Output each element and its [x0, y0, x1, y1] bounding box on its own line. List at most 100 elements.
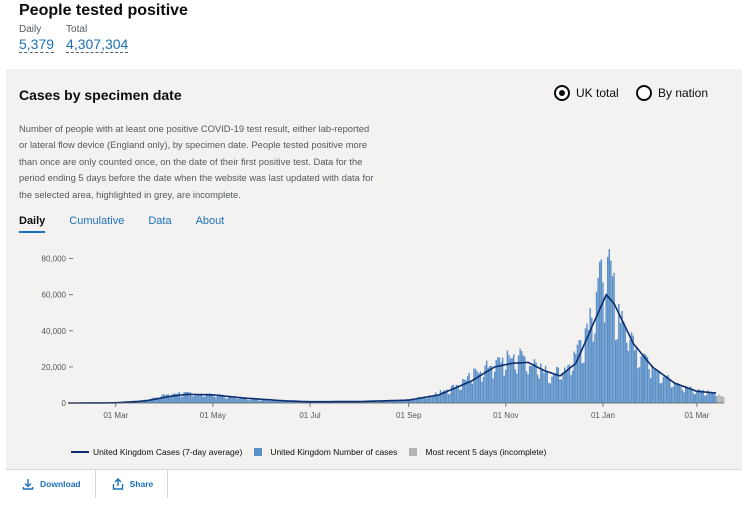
chart-bar[interactable] — [681, 390, 684, 403]
chart-bar[interactable] — [457, 385, 459, 403]
chart-bar[interactable] — [229, 395, 232, 403]
chart-bar[interactable] — [371, 401, 373, 403]
chart-bar[interactable] — [575, 353, 577, 403]
chart-bar[interactable] — [188, 392, 190, 403]
chart-bar[interactable] — [573, 351, 575, 403]
radio-by-nation[interactable]: By nation — [636, 85, 708, 101]
chart-bar[interactable] — [237, 398, 240, 403]
chart-bar[interactable] — [474, 368, 477, 403]
chart-bar[interactable] — [196, 395, 198, 403]
chart-bar[interactable] — [403, 400, 405, 403]
chart-bar[interactable] — [175, 393, 177, 403]
chart-bar[interactable] — [409, 399, 411, 403]
chart-bar[interactable] — [261, 399, 263, 403]
chart-bar[interactable] — [697, 389, 700, 403]
chart-bar[interactable] — [191, 396, 193, 403]
chart-bar[interactable] — [161, 395, 163, 403]
chart-bar[interactable] — [659, 383, 661, 403]
chart-bar[interactable] — [407, 399, 410, 403]
chart-bar[interactable] — [283, 400, 286, 403]
chart-bar[interactable] — [422, 397, 424, 403]
chart-bar[interactable] — [563, 367, 566, 403]
chart-bar[interactable] — [680, 386, 682, 403]
chart-bar[interactable] — [216, 395, 219, 403]
chart-bar[interactable] — [476, 371, 478, 403]
chart-bar[interactable] — [708, 392, 711, 403]
chart-bar[interactable] — [177, 393, 179, 403]
chart-bar[interactable] — [135, 401, 138, 403]
chart-bar[interactable] — [259, 400, 262, 403]
chart-bar[interactable] — [618, 303, 620, 403]
chart-bar[interactable] — [562, 372, 564, 403]
chart-bar[interactable] — [250, 399, 252, 403]
chart-bar[interactable] — [567, 365, 569, 403]
chart-bar[interactable] — [212, 394, 214, 403]
chart-bar[interactable] — [431, 395, 434, 403]
chart-bar[interactable] — [524, 356, 526, 403]
chart-bar[interactable] — [614, 340, 617, 403]
chart-bar[interactable] — [654, 370, 657, 403]
chart-bar[interactable] — [489, 366, 491, 403]
chart-bar[interactable] — [173, 393, 176, 403]
chart-bar[interactable] — [713, 393, 716, 403]
chart-bar[interactable] — [565, 369, 568, 403]
radio-uk-total-circle[interactable] — [554, 85, 570, 101]
chart-bar[interactable] — [635, 347, 638, 403]
chart-bar[interactable] — [406, 399, 408, 403]
average-line[interactable] — [68, 293, 717, 404]
chart-bar[interactable] — [398, 400, 400, 403]
chart-bar[interactable] — [427, 398, 429, 403]
chart-bar[interactable] — [578, 340, 580, 403]
chart-bar[interactable] — [583, 362, 585, 403]
chart-bar[interactable] — [557, 367, 560, 403]
chart-bar[interactable] — [185, 392, 187, 403]
chart-bar[interactable] — [220, 395, 222, 403]
chart-bar[interactable] — [162, 393, 165, 403]
chart-bar[interactable] — [505, 369, 507, 403]
chart-bar[interactable] — [412, 398, 415, 403]
legend-item-average[interactable]: United Kingdom Cases (7-day average) — [71, 447, 242, 457]
chart-bar[interactable] — [552, 374, 555, 403]
chart-bar[interactable] — [156, 397, 158, 403]
chart-bar[interactable] — [438, 395, 440, 403]
chart-bar[interactable] — [358, 401, 361, 403]
chart-bar[interactable] — [492, 378, 494, 403]
chart-bar[interactable] — [417, 396, 419, 403]
chart-bar[interactable] — [622, 321, 625, 403]
chart-bar[interactable] — [186, 391, 189, 403]
chart-bar[interactable] — [532, 364, 534, 403]
chart-bar[interactable] — [256, 399, 259, 403]
chart-bar[interactable] — [215, 397, 217, 403]
chart-bar[interactable] — [535, 362, 537, 403]
tab-data[interactable]: Data — [148, 215, 172, 227]
chart-bar[interactable] — [264, 400, 267, 403]
chart-bar[interactable] — [210, 395, 212, 403]
chart-bar[interactable] — [425, 398, 427, 403]
chart-bar[interactable] — [509, 358, 512, 403]
chart-bar-incomplete[interactable] — [716, 395, 719, 403]
chart-bar[interactable] — [336, 401, 338, 403]
chart-bar[interactable] — [444, 390, 446, 403]
chart-bar[interactable] — [471, 383, 474, 403]
chart-bar[interactable] — [592, 341, 595, 403]
chart-bar[interactable] — [513, 354, 515, 403]
chart-bar[interactable] — [527, 374, 529, 403]
chart-bar[interactable] — [642, 355, 644, 403]
chart-bar[interactable] — [516, 373, 518, 403]
chart-bar[interactable] — [228, 395, 230, 403]
chart-bar[interactable] — [548, 382, 550, 403]
chart-bar[interactable] — [648, 369, 650, 403]
chart-bar[interactable] — [167, 394, 169, 403]
chart-bar[interactable] — [374, 400, 376, 403]
chart-bar[interactable] — [224, 398, 227, 403]
chart-bar[interactable] — [234, 397, 236, 403]
chart-bar[interactable] — [274, 400, 276, 403]
chart-bar[interactable] — [213, 396, 216, 403]
chart-bar[interactable] — [258, 400, 260, 403]
chart-bar[interactable] — [314, 402, 316, 403]
chart-bar[interactable] — [570, 375, 572, 403]
chart-bar[interactable] — [626, 342, 628, 403]
chart-bar[interactable] — [435, 392, 437, 403]
chart-bar[interactable] — [165, 394, 168, 403]
legend-item-incomplete[interactable]: Most recent 5 days (incomplete) — [409, 447, 546, 457]
